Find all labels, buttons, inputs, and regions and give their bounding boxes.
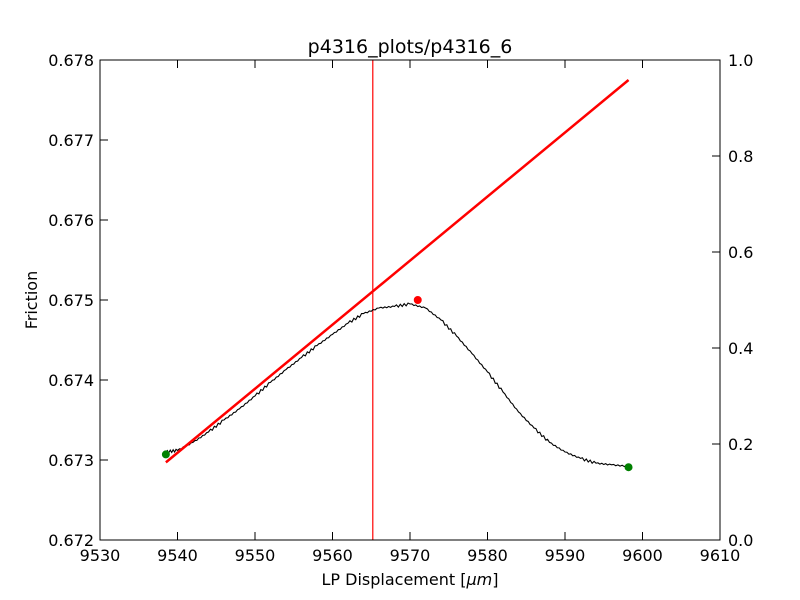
y-tick-label: 0.677 bbox=[48, 131, 94, 150]
y-axis-right: 0.0 0.2 0.4 0.6 0.8 1.0 bbox=[712, 51, 753, 550]
linear-fit-line bbox=[165, 79, 630, 464]
x-tick-label: 9610 bbox=[700, 546, 741, 565]
y-tick-label: 0.678 bbox=[48, 51, 94, 70]
x-tick-label: 9550 bbox=[235, 546, 276, 565]
y2-tick-label: 0.6 bbox=[728, 243, 753, 262]
friction-trace-line bbox=[165, 302, 629, 468]
y2-tick-label: 0.8 bbox=[728, 147, 753, 166]
x-tick-label: 9590 bbox=[545, 546, 586, 565]
y2-tick-label: 0.2 bbox=[728, 435, 753, 454]
x-tick-label: 9600 bbox=[622, 546, 663, 565]
y-tick-label: 0.673 bbox=[48, 451, 94, 470]
y-axis-title: Friction bbox=[22, 271, 41, 330]
peak-marker bbox=[413, 296, 422, 304]
y2-tick-label: 0.4 bbox=[728, 339, 753, 358]
endpoint-marker bbox=[161, 450, 170, 459]
x-tick-label: 9570 bbox=[390, 546, 431, 565]
x-tick-label: 9530 bbox=[80, 546, 121, 565]
y-tick-label: 0.675 bbox=[48, 291, 94, 310]
y-axis-left: 0.672 0.673 0.674 0.675 0.676 0.677 0.678 bbox=[48, 51, 108, 550]
y2-tick-label: 1.0 bbox=[728, 51, 753, 70]
y-tick-label: 0.672 bbox=[48, 531, 94, 550]
y-tick-label: 0.676 bbox=[48, 211, 94, 230]
endpoint-marker bbox=[624, 463, 633, 472]
x-tick-label: 9540 bbox=[157, 546, 198, 565]
x-tick-label: 9580 bbox=[467, 546, 508, 565]
x-axis-title: LP Displacement [μm] bbox=[322, 570, 499, 589]
y-tick-label: 0.674 bbox=[48, 371, 94, 390]
y2-tick-label: 0.0 bbox=[728, 531, 753, 550]
plot-area bbox=[161, 60, 633, 540]
chart-title: p4316_plots/p4316_6 bbox=[308, 36, 513, 58]
x-tick-label: 9560 bbox=[312, 546, 353, 565]
x-axis: 9530 9540 9550 9560 9570 9580 9590 9600 9610 bbox=[80, 60, 741, 565]
